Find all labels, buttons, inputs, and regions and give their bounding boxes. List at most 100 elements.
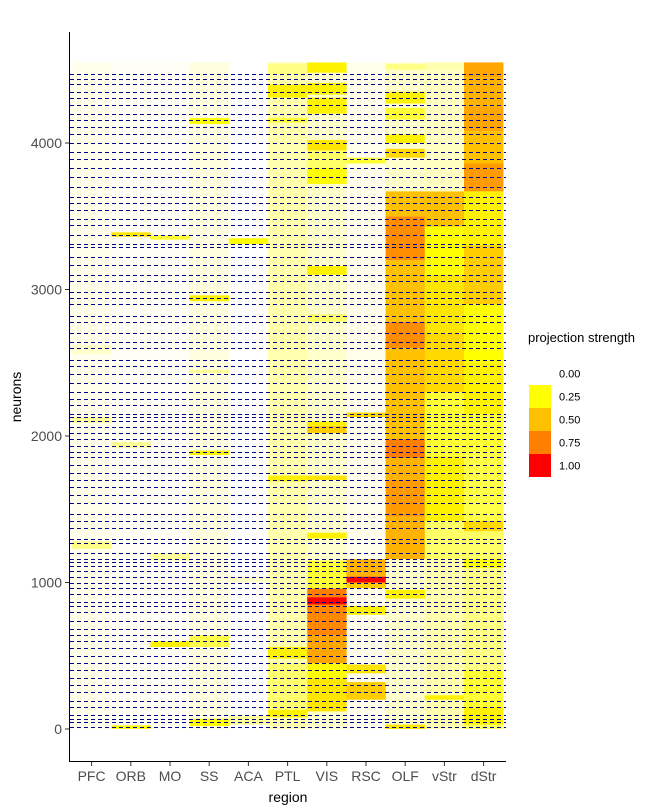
heatmap-cell-vstr xyxy=(424,69,465,192)
y-axis-title: neurons xyxy=(8,372,24,423)
heatmap-cell-vis xyxy=(307,140,347,151)
heatmap-cell-olf xyxy=(385,589,425,599)
heatmap-cell-dstr xyxy=(464,520,504,532)
legend: projection strength 0.00 0.25 0.50 0.75 1.00 xyxy=(528,330,635,477)
heatmap-cell-rsc xyxy=(346,559,386,577)
legend-label: 1.00 xyxy=(559,461,580,473)
heatmap-cell-vstr xyxy=(424,333,465,393)
heatmap-cell-rsc xyxy=(346,682,386,700)
y-tick-label: 2000 xyxy=(31,428,62,444)
x-tick-label-pfc: PFC xyxy=(78,768,106,784)
heatmap-cell-olf xyxy=(385,107,425,120)
y-tick-label: 0 xyxy=(54,721,62,737)
legend-swatch xyxy=(529,362,551,385)
heatmap-cell-vis xyxy=(307,663,347,678)
heatmap-cell-ss xyxy=(189,118,229,124)
x-tick-label-mo: MO xyxy=(159,768,182,784)
heatmap-cell-dstr xyxy=(464,77,504,107)
heatmap-cell-rsc xyxy=(346,664,386,674)
x-axis-title: region xyxy=(269,789,308,805)
heatmap-cell-olf xyxy=(385,457,425,480)
heatmap-cell-ss xyxy=(189,635,229,647)
heatmap-cell-olf xyxy=(385,63,425,70)
heatmap-cell-orb xyxy=(111,232,151,237)
heatmap-cell-ss xyxy=(189,450,229,456)
heatmap-cell-ptl xyxy=(268,646,308,659)
x-tick-label-orb: ORB xyxy=(116,768,146,784)
legend-label: 0.75 xyxy=(559,438,580,450)
legend-swatch xyxy=(529,385,551,408)
heatmap-cell-vis xyxy=(307,532,347,539)
heatmap-cell-vis xyxy=(307,421,347,426)
heatmap-cell-olf xyxy=(385,216,425,261)
heatmap-cell-olf xyxy=(385,516,425,560)
heatmap-cells xyxy=(72,62,504,730)
y-tick-label: 1000 xyxy=(31,575,62,591)
heatmap-cell-ptl xyxy=(268,63,308,75)
legend-swatch xyxy=(529,408,551,431)
legend-label: 0.00 xyxy=(559,369,580,381)
heatmap-column-ptl xyxy=(268,62,308,730)
heatmap-cell-olf xyxy=(385,91,425,104)
legend-swatch xyxy=(529,454,551,477)
heatmap-cell-vis xyxy=(307,82,347,95)
x-tick-label-dstr: dStr xyxy=(471,768,497,784)
heatmap-cell-vis xyxy=(307,588,347,598)
x-tick-label-vis: VIS xyxy=(316,768,339,784)
heatmap-cell-ss xyxy=(189,370,229,373)
heatmap-cell-vis xyxy=(307,97,347,114)
heatmap-column-aca xyxy=(228,62,269,730)
heatmap-cell-mo xyxy=(150,553,190,561)
heatmap-cell-dstr xyxy=(464,559,504,568)
heatmap-cell-vstr xyxy=(424,226,465,275)
heatmap-cell-olf xyxy=(385,321,425,349)
heatmap-cell-vis xyxy=(307,425,347,434)
heatmap-cell-olf xyxy=(385,724,425,729)
y-tick-label: 3000 xyxy=(31,282,62,298)
heatmap-column-ss xyxy=(189,62,229,730)
heatmap-cell-olf xyxy=(385,134,425,143)
heatmap-column-rsc xyxy=(346,62,386,730)
heatmap-cell-vis xyxy=(307,475,347,480)
heatmap-cell-dstr xyxy=(464,62,504,78)
heatmap-cell-mo xyxy=(150,641,190,647)
heatmap-cell-orb xyxy=(111,441,151,448)
heatmap-cell-dstr xyxy=(464,245,504,305)
x-tick-label-olf: OLF xyxy=(392,768,419,784)
heatmap-cell-vis xyxy=(307,635,347,664)
heatmap-cell-olf xyxy=(385,191,425,217)
heatmap-cell-dstr xyxy=(464,567,504,671)
heatmap-cell-dstr xyxy=(464,670,504,708)
y-axis-ticks: 0 1000 2000 3000 4000 xyxy=(31,135,69,737)
heatmap-cell-vis xyxy=(307,604,347,636)
heatmap-column-mo xyxy=(150,62,190,730)
heatmap-cell-pfc xyxy=(72,416,112,423)
heatmap-column-pfc xyxy=(72,62,112,730)
x-axis-ticks: PFC ORB MO SS ACA PTL VIS RSC OLF vStr dStr xyxy=(78,762,497,784)
heatmap-cell-vis xyxy=(307,266,347,275)
heatmap-cell-vstr xyxy=(424,456,465,521)
heatmap-cell-ss xyxy=(189,718,229,727)
heatmap-cell-ptl xyxy=(268,475,308,482)
heatmap-cell-olf xyxy=(385,348,425,439)
heatmap-cell-vis xyxy=(307,150,347,168)
heatmap-cell-ss xyxy=(189,295,229,302)
heatmap-cell-vis xyxy=(307,560,347,589)
heatmap-cell-rsc xyxy=(346,576,386,583)
heatmap-cell-vstr xyxy=(424,520,465,560)
legend-label: 0.50 xyxy=(559,415,580,427)
y-tick-label: 4000 xyxy=(31,135,62,151)
heatmap-cell-dstr xyxy=(464,450,504,521)
heatmap-cell-aca xyxy=(228,238,269,245)
heatmap-cell-olf xyxy=(385,438,425,458)
legend-label: 0.25 xyxy=(559,392,580,404)
heatmap-cell-olf xyxy=(385,148,425,158)
heatmap-column-orb xyxy=(111,62,151,730)
x-tick-label-aca: ACA xyxy=(234,768,263,784)
heatmap-cell-vis xyxy=(307,167,347,185)
heatmap-cell-vstr xyxy=(424,191,465,227)
heatmap-cell-vstr xyxy=(424,392,465,457)
heatmap-cell-rsc xyxy=(346,605,386,615)
group-dividers xyxy=(70,74,506,728)
